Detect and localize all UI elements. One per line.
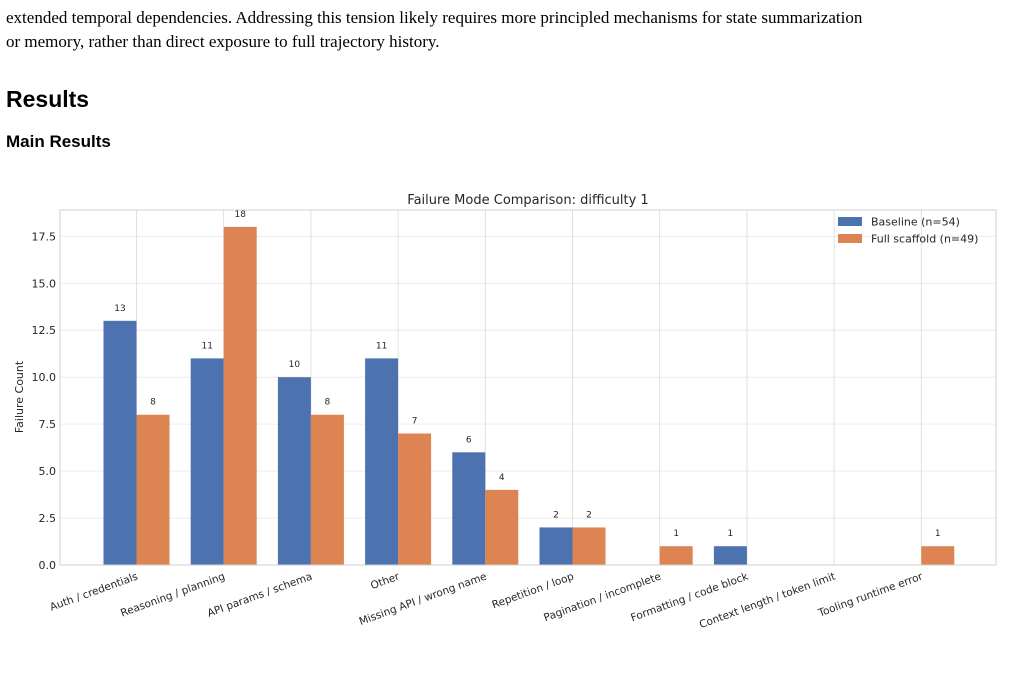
y-tick-label: 15.0 [32,277,57,290]
bar [103,320,137,565]
subsection-title: Main Results [6,132,111,151]
bar [713,546,747,565]
bar-value-label: 18 [234,210,246,220]
bar [452,452,486,565]
plot-frame [59,209,997,566]
y-tick-label: 17.5 [32,230,57,243]
bar-value-label: 2 [586,510,592,520]
bar [398,433,432,565]
bar [539,527,573,565]
bar-value-label: 8 [150,398,156,408]
y-axis-label: Failure Count [13,360,26,433]
bar-value-label: 1 [728,529,734,539]
bar-value-label: 10 [289,360,301,370]
bar [277,377,311,565]
x-tick-label: Other [369,570,402,592]
bar [572,527,606,565]
bar [310,414,344,565]
bar [223,226,257,565]
legend-label: Baseline (n=54) [871,216,960,229]
bar-value-label: 1 [935,529,941,539]
y-tick-label: 5.0 [39,465,57,478]
bar [365,358,399,565]
bar [659,546,693,565]
bar-value-label: 2 [553,510,559,520]
bar-value-label: 11 [201,341,212,351]
bar [485,489,519,565]
y-tick-label: 12.5 [32,324,57,337]
chart-title: Failure Mode Comparison: difficulty 1 [407,193,648,208]
bar-value-label: 8 [325,398,331,408]
section-title: Results [6,86,90,112]
paragraph: extended temporal dependencies. Addressi… [6,6,1004,54]
legend-swatch [838,234,862,243]
y-tick-label: 0.0 [39,559,57,572]
paragraph-line: or memory, rather than direct exposure t… [6,32,440,51]
y-tick-label: 2.5 [39,512,57,525]
paragraph-line: extended temporal dependencies. Addressi… [6,8,863,27]
legend-swatch [838,217,862,226]
bar [921,546,955,565]
bar [136,414,170,565]
bar-value-label: 11 [376,341,387,351]
bar-value-label: 4 [499,473,505,483]
bar-value-label: 1 [673,529,679,539]
bar-value-label: 13 [114,304,125,314]
bar-value-label: 6 [466,435,472,445]
y-tick-label: 10.0 [32,371,57,384]
bar [190,358,224,565]
y-tick-label: 7.5 [39,418,57,431]
legend-label: Full scaffold (n=49) [871,233,978,246]
bar-value-label: 7 [412,417,418,427]
